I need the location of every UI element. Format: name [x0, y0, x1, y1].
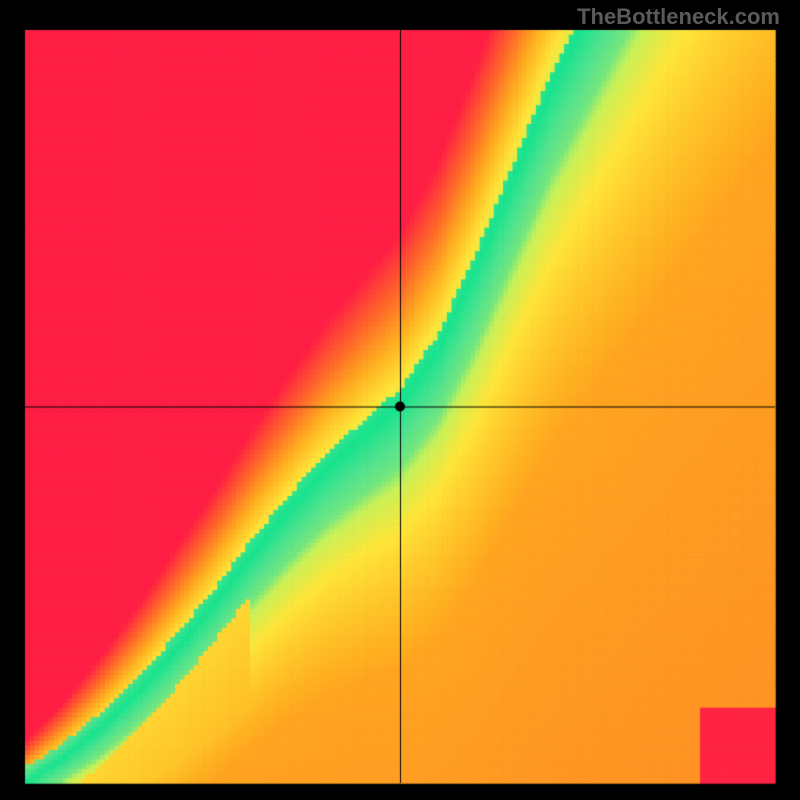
attribution-watermark: TheBottleneck.com [577, 4, 780, 30]
bottleneck-heatmap-canvas [0, 0, 800, 800]
chart-container: TheBottleneck.com [0, 0, 800, 800]
